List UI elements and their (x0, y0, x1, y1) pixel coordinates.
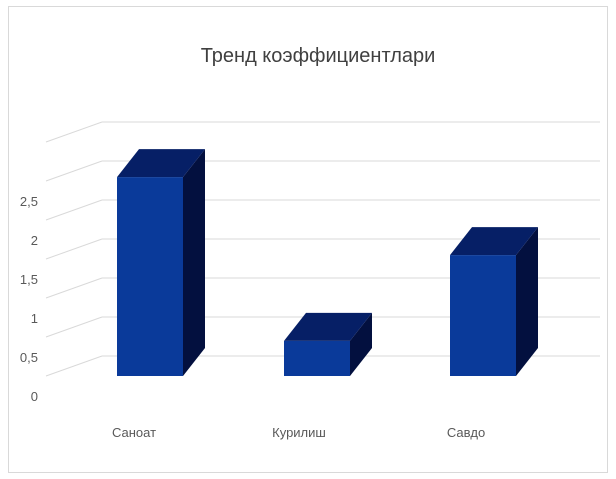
y-tick-label: 2 (31, 233, 38, 248)
bar-2 (284, 312, 372, 376)
x-category-label: Курилиш (272, 425, 326, 440)
y-axis-ticks: 0 0,5 1 1,5 2 2,5 (20, 194, 38, 404)
bar-front (284, 340, 350, 376)
gridline-side (45, 277, 103, 299)
y-tick-label: 1,5 (20, 272, 38, 287)
gridline-side (45, 160, 103, 182)
bar-front (117, 177, 183, 376)
bar-side (350, 312, 372, 376)
y-tick-label: 0 (31, 389, 38, 404)
bar-3 (450, 227, 538, 376)
gridline-side (45, 199, 103, 221)
y-tick-label: 0,5 (20, 350, 38, 365)
bar-top (284, 312, 372, 341)
bar-side (183, 149, 205, 376)
gridline-side (45, 121, 103, 143)
gridline-side (45, 316, 103, 338)
y-tick-label: 1 (31, 311, 38, 326)
x-category-label: Саноат (112, 425, 156, 440)
bar-top (450, 227, 538, 256)
bar-front (450, 255, 516, 376)
gridline-side (45, 238, 103, 260)
x-axis-categories: Саноат Курилиш Савдо (112, 425, 485, 440)
bar-1 (117, 149, 205, 376)
y-tick-label: 2,5 (20, 194, 38, 209)
bars (117, 149, 538, 376)
x-category-label: Савдо (447, 425, 485, 440)
gridline-side (45, 355, 103, 377)
bar-side (516, 227, 538, 376)
bar-top (117, 149, 205, 178)
chart-title: Тренд коэффициентлари (201, 45, 436, 67)
